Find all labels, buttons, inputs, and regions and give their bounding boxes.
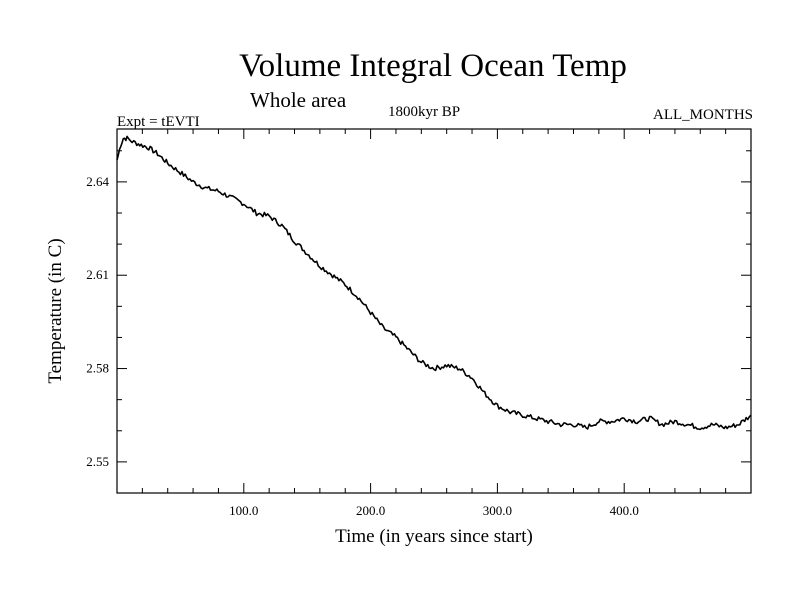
x-axis-title: Time (in years since start) xyxy=(335,526,533,547)
period-label: 1800kyr BP xyxy=(388,104,461,120)
y-tick-label: 2.58 xyxy=(86,361,109,376)
x-tick-label: 200.0 xyxy=(356,503,385,518)
y-tick-label: 2.61 xyxy=(86,267,109,282)
axis-ticks xyxy=(117,129,751,493)
months-label: ALL_MONTHS xyxy=(653,107,753,123)
temperature-series-line xyxy=(116,135,752,431)
y-tick-label: 2.55 xyxy=(86,454,109,469)
x-tick-label: 300.0 xyxy=(483,503,512,518)
chart-subtitle: Whole area xyxy=(250,88,347,112)
axis-tick-labels: 100.0 200.0 300.0 400.0 2.55 2.58 2.61 2.64 xyxy=(86,174,639,518)
y-axis-title: Temperature (in C) xyxy=(45,238,66,383)
y-tick-label: 2.64 xyxy=(86,174,109,189)
x-tick-label: 400.0 xyxy=(610,503,639,518)
experiment-label: Expt = tEVTI xyxy=(117,114,200,130)
x-tick-label: 100.0 xyxy=(229,503,258,518)
chart-title: Volume Integral Ocean Temp xyxy=(239,48,627,84)
plot-frame xyxy=(116,128,752,494)
